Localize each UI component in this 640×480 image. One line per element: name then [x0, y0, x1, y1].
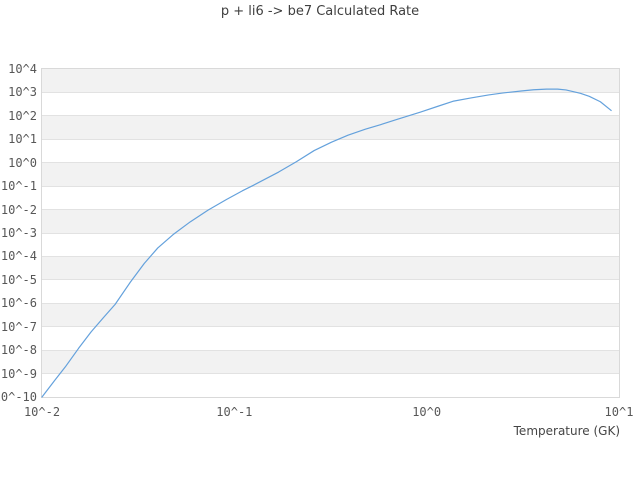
y-tick-label: 10^1: [8, 132, 37, 147]
gridline: [42, 162, 619, 164]
gridline: [42, 209, 619, 211]
y-tick-label: 10^-4: [0, 249, 37, 264]
rate-line-chart: [41, 88, 612, 398]
x-tick-label: 10^-2: [23, 405, 61, 419]
grid-band: [42, 303, 619, 327]
x-tick-label: 10^-1: [216, 405, 253, 419]
grid-band: [42, 209, 619, 233]
gridline: [42, 232, 619, 234]
gridline: [42, 91, 619, 93]
grid-bands-layer: [42, 69, 619, 397]
plot-area: [41, 68, 620, 398]
y-tick-label: 10^-8: [0, 343, 37, 358]
grid-band: [42, 162, 619, 187]
gridline: [42, 373, 619, 375]
y-tick-label: 10^-9: [0, 366, 37, 381]
y-tick-label: 10^2: [8, 108, 37, 123]
y-tick-label: 10^-3: [0, 226, 37, 240]
rate-line: [41, 88, 612, 398]
x-tick-label: 10^0: [412, 405, 442, 419]
y-tick-label: 10^-1: [0, 179, 37, 194]
y-tick-label: 10^0: [8, 155, 37, 170]
gridline: [42, 255, 619, 257]
gridline: [42, 115, 619, 117]
y-tick-label: 10^4: [8, 62, 37, 76]
y-tick-label: 10^3: [8, 85, 37, 100]
gridline: [42, 138, 619, 140]
gridline: [42, 185, 619, 187]
gridline: [42, 349, 619, 351]
grid-band: [42, 256, 619, 280]
chart-title: p + li6 -> be7 Calculated Rate: [220, 4, 420, 19]
gridline: [42, 326, 619, 328]
x-tick-label: 10^1: [604, 405, 634, 419]
grid-band: [42, 115, 619, 140]
y-tick-label: 10^-10: [0, 390, 37, 404]
grid-band: [42, 69, 619, 93]
y-tick-label: 10^-7: [0, 319, 37, 334]
y-tick-label: 10^-2: [0, 202, 37, 217]
x-axis-label: Temperature (GK): [513, 424, 620, 438]
grid-band: [42, 350, 619, 374]
gridlines-layer: [42, 69, 619, 397]
gridline: [42, 302, 619, 304]
gridline: [42, 279, 619, 281]
y-tick-label: 10^-5: [0, 272, 37, 287]
y-tick-label: 10^-6: [0, 296, 37, 311]
